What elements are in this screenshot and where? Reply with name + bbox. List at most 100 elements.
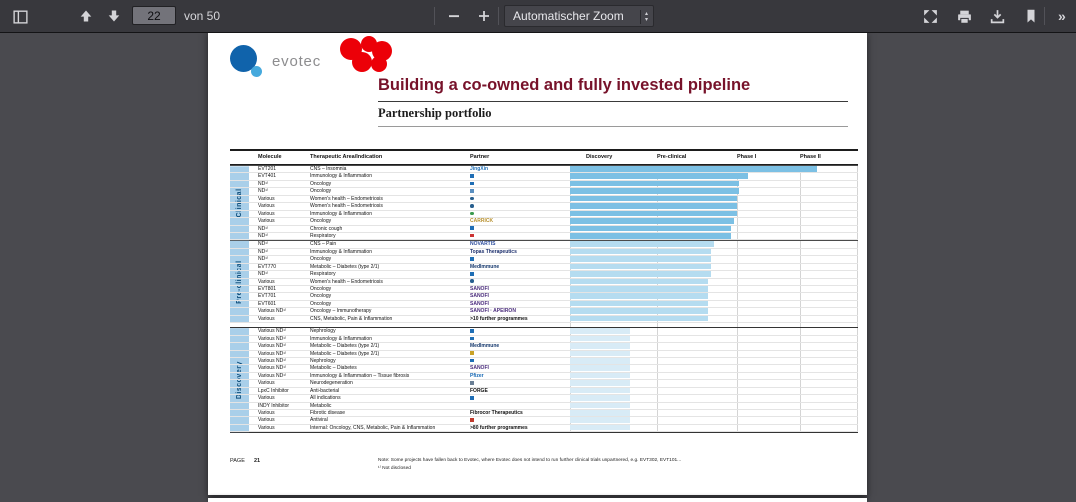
- pipeline-bar: [570, 372, 631, 379]
- slide-subtitle: Partnership portfolio: [378, 106, 492, 120]
- more-tools-button[interactable]: »: [1052, 5, 1072, 27]
- partner-name: JingXin: [470, 166, 489, 172]
- chevron-up-down-icon: ▴ ▾: [639, 10, 648, 24]
- cell-molecule: Various ND¹⁾: [258, 308, 287, 315]
- partner-logo-icon: [470, 336, 474, 341]
- sidebar-toggle-button[interactable]: [6, 3, 34, 29]
- table-row: ND¹⁾ Immunology & Inflammation Topas Thera…: [230, 248, 858, 257]
- cell-indication: Oncology: [310, 180, 332, 187]
- cell-indication: Women's health – Endometriosis: [310, 278, 383, 285]
- partner-name: SANOFI: [470, 300, 489, 307]
- cell-indication: Nephrology: [310, 357, 336, 364]
- cell-molecule: Various: [258, 218, 275, 225]
- pipeline-table: Clinical EVT201 CNS – Insomnia JingXin EVT40…: [230, 165, 858, 434]
- zoom-out-icon: [446, 8, 462, 24]
- cell-indication: Fibrotic disease: [310, 410, 346, 416]
- pipeline-bar: [570, 343, 631, 349]
- col-partner: Partner: [470, 154, 490, 160]
- presentation-mode-icon: [922, 8, 939, 25]
- partner-name: SANOFI: [470, 286, 489, 292]
- evotec-logo-text: evotec: [272, 53, 321, 70]
- print-button[interactable]: [950, 3, 978, 29]
- footer-note: Note: Some projects have fallen back to …: [378, 458, 682, 463]
- page-up-button[interactable]: [72, 3, 100, 29]
- cell-indication: Oncology: [310, 188, 332, 195]
- cell-molecule: ND¹⁾: [258, 256, 269, 263]
- col-discovery: Discovery: [586, 154, 613, 160]
- cell-molecule: Various ND¹⁾: [258, 343, 287, 350]
- cell-partner: [470, 203, 475, 210]
- cell-indication: Antiviral: [310, 417, 328, 424]
- partner-logo-icon: [470, 226, 474, 230]
- cell-molecule: Various: [258, 210, 275, 217]
- pipeline-bar: [570, 286, 708, 292]
- zoom-level-select[interactable]: Automatischer Zoom ▴ ▾: [504, 5, 654, 27]
- pipeline-bar: [570, 271, 711, 277]
- partner-logo-icon: [470, 257, 474, 261]
- table-row: Various Women's health – Endometriosis: [230, 203, 858, 211]
- cell-partner: [470, 226, 475, 233]
- page-down-button[interactable]: [100, 3, 128, 29]
- evotec-logo-dot-icon: [251, 66, 262, 77]
- cell-partner: [470, 358, 475, 365]
- cell-partner: [470, 351, 475, 358]
- cell-indication: Oncology: [310, 256, 332, 263]
- cell-partner: Topas Therapeutics: [470, 249, 517, 256]
- pipeline-bar: [570, 410, 631, 416]
- partner-logo-icon: [470, 396, 474, 400]
- table-row: EVT201 CNS – Insomnia JingXin: [230, 166, 858, 174]
- cell-indication: Women's health – Endometriosis: [310, 203, 383, 210]
- page-number-input[interactable]: [132, 6, 176, 25]
- pipeline-bar: [570, 335, 631, 342]
- table-row: ND¹⁾ Respiratory: [230, 232, 858, 241]
- pipeline-bar: [570, 248, 711, 255]
- footer-footnote: ¹⁾ Not disclosed: [378, 466, 411, 471]
- partner-name: SANOFI: [470, 293, 489, 300]
- partner-name: Pfizer: [470, 372, 484, 379]
- page-down-icon: [106, 8, 122, 24]
- table-row: Various ND¹⁾ Metabolic – Diabetes SANOFI: [230, 365, 858, 373]
- table-row: ND¹⁾ Chronic cough: [230, 225, 858, 233]
- zoom-out-button[interactable]: [440, 3, 468, 29]
- table-row: ND¹⁾ CNS – Pain NOVARTIS: [230, 241, 858, 249]
- presentation-mode-button[interactable]: [916, 3, 944, 29]
- download-button[interactable]: [983, 3, 1011, 29]
- partner-logo-icon: [470, 381, 474, 385]
- bookmark-button[interactable]: [1017, 3, 1045, 29]
- col-preclinical: Pre-clinical: [657, 154, 687, 160]
- table-row: Various Antiviral: [230, 417, 858, 425]
- pipeline-bar: [570, 315, 708, 322]
- pipeline-bar: [570, 424, 631, 431]
- pipeline-bar: [570, 188, 740, 194]
- partner-logo-icon: [470, 279, 474, 283]
- zoom-in-button[interactable]: [470, 3, 498, 29]
- cell-molecule: Various ND¹⁾: [258, 372, 287, 379]
- pipeline-bar: [570, 365, 631, 371]
- partner-logo-icon: [470, 181, 474, 186]
- pipeline-bar: [570, 278, 708, 285]
- partner-name: SANOFI · APEIRON: [470, 308, 516, 315]
- table-row: ND¹⁾ Oncology: [230, 188, 858, 196]
- table-row: Various ND¹⁾ Immunology & Inflammation: [230, 335, 858, 344]
- pipeline-bar: [570, 232, 731, 239]
- table-row: Various Women's health – Endometriosis: [230, 195, 858, 204]
- cell-indication: Metabolic – Diabetes: [310, 365, 357, 372]
- pipeline-bar: [570, 241, 714, 247]
- table-row: EVT770 Metabolic – Diabetes (type 2/1) Med…: [230, 263, 858, 272]
- toolbar-separator: [434, 7, 435, 25]
- cell-partner: [470, 256, 475, 263]
- next-pdf-page-edge: [208, 498, 867, 502]
- partner-name: Topas Therapeutics: [470, 248, 517, 255]
- partner-logo-icon: [470, 272, 474, 276]
- pipeline-bar: [570, 210, 737, 217]
- cell-partner: FORGE: [470, 388, 488, 395]
- table-row: LpxC Inhibitor Anti-bacterial FORGE: [230, 387, 858, 396]
- col-molecule: Molecule: [258, 154, 282, 160]
- partner-name: SANOFI: [470, 365, 489, 372]
- cell-indication: Neurodegeneration: [310, 380, 353, 387]
- partner-name: NOVARTIS: [470, 241, 496, 248]
- partner-name: >80 further programmes: [470, 424, 528, 431]
- cell-partner: [470, 279, 475, 286]
- cell-partner: SANOFI · APEIRON: [470, 308, 516, 315]
- cell-molecule: Various: [258, 195, 275, 202]
